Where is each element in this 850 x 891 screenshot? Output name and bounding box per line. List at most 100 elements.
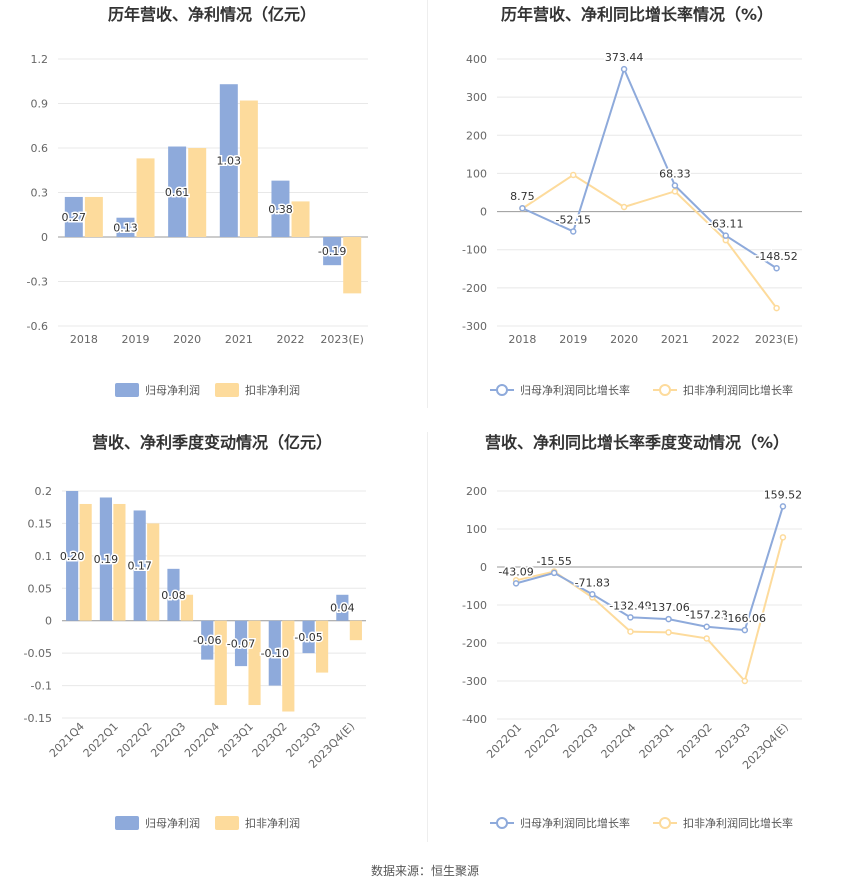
y-tick-label: 0.9	[31, 98, 49, 111]
data-label: -0.19	[318, 245, 346, 258]
x-tick-label: 2022Q3	[560, 721, 600, 761]
data-label: -63.11	[708, 218, 743, 231]
y-tick-label: -300	[462, 320, 487, 333]
line-point	[665, 615, 672, 623]
data-label: 159.52	[764, 488, 803, 501]
data-label: -166.06	[724, 612, 766, 625]
line-point	[741, 677, 749, 685]
line-point	[671, 182, 679, 189]
data-label: -0.05	[294, 631, 322, 644]
data-label: -157.23	[685, 609, 727, 622]
y-tick-label: -0.3	[27, 276, 48, 289]
chart-quarterly-profit: 营收、净利季度变动情况（亿元） -0.15 -0.1 -0.05 0 0.05 0.1 0.1…	[24, 433, 366, 830]
data-label: -132.49	[609, 599, 651, 612]
y-tick-label: -0.1	[31, 680, 52, 693]
bar-deducted-profit	[282, 620, 295, 712]
data-label: 0.61	[165, 186, 190, 199]
x-tick-label: 2020	[173, 333, 201, 346]
y-tick-label: -200	[462, 282, 487, 295]
bar-deducted-profit	[147, 523, 160, 621]
bar-deducted-profit	[239, 100, 258, 238]
data-label: 0.08	[161, 589, 186, 602]
x-tick-label: 2022	[277, 333, 305, 346]
x-tick-label: 2019	[559, 333, 587, 346]
y-tick-label: 0.1	[35, 550, 53, 563]
bar-net-profit	[167, 568, 180, 621]
bar-net-profit	[271, 180, 290, 237]
x-tick-label: 2018	[508, 333, 536, 346]
line-point	[550, 569, 558, 577]
line-point	[703, 623, 710, 630]
y-tick-label: -400	[462, 713, 487, 726]
data-label: 68.33	[659, 168, 691, 181]
y-tick-label: 300	[466, 91, 487, 104]
x-tick-label: 2022	[712, 333, 740, 346]
legend-swatch	[215, 383, 239, 397]
bar-deducted-profit	[214, 620, 227, 706]
line-net-growth	[515, 506, 784, 632]
legend-label: 扣非净利润	[245, 816, 300, 830]
chart-quarterly-growth: 营收、净利同比增长率季度变动情况（%） -400 -300 -200 -100 0 100 2…	[462, 433, 804, 830]
bar-deducted-profit	[188, 148, 207, 237]
y-tick-label: 0	[480, 206, 487, 219]
y-tick-label: 0	[41, 231, 48, 244]
bar-net-profit	[168, 146, 187, 237]
data-label: -0.10	[261, 647, 289, 660]
x-tick-label: 2021Q4	[47, 720, 87, 760]
legend-marker	[496, 817, 508, 829]
bar-net-profit	[336, 594, 349, 621]
x-tick-label: 2018	[70, 333, 98, 346]
x-tick-label: 2021	[661, 333, 689, 346]
data-label: 8.75	[510, 190, 535, 203]
x-tick-label: 2021	[225, 333, 253, 346]
legend-label: 扣非净利润同比增长率	[683, 816, 793, 830]
data-label: -43.09	[498, 565, 533, 578]
legend-label: 归母净利润同比增长率	[520, 383, 630, 397]
chart-title: 历年营收、净利同比增长率情况（%）	[501, 5, 773, 24]
bar-deducted-profit	[79, 503, 92, 621]
bar-net-profit	[66, 491, 79, 621]
bar-net-profit	[323, 237, 342, 266]
chart-title: 营收、净利季度变动情况（亿元）	[92, 433, 332, 452]
data-label: 373.44	[605, 51, 644, 64]
legend-label: 扣非净利润	[245, 383, 300, 397]
bar-deducted-profit	[343, 237, 362, 294]
legend-swatch	[115, 383, 139, 397]
bar-deducted-profit	[180, 594, 194, 621]
data-label: -52.15	[556, 213, 591, 226]
chart-title: 营收、净利同比增长率季度变动情况（%）	[485, 433, 789, 452]
line-point	[703, 635, 710, 642]
y-tick-label: 0.2	[35, 485, 53, 498]
y-tick-label: 0.3	[31, 187, 49, 200]
x-tick-label: 2023Q1	[637, 721, 677, 761]
data-label: 0.17	[127, 560, 152, 573]
y-tick-label: -200	[462, 637, 487, 650]
line-point	[779, 503, 787, 510]
line-point	[620, 65, 628, 73]
x-tick-label: 2023(E)	[755, 333, 799, 346]
line-point	[773, 304, 780, 312]
data-label: 0.13	[113, 221, 138, 234]
bar-net-profit	[99, 497, 112, 621]
line-point	[620, 203, 628, 211]
line-point	[627, 614, 634, 621]
legend-marker	[496, 384, 508, 396]
data-label: -137.06	[647, 601, 689, 614]
bar-deducted-profit	[291, 201, 310, 237]
data-label: -15.55	[536, 555, 571, 568]
chart-annual-growth: 历年营收、净利同比增长率情况（%） -300 -200 -100 0 100 200 300 4…	[462, 5, 802, 397]
bar-net-profit	[219, 84, 238, 237]
bar-deducted-profit	[248, 620, 261, 706]
data-label: 0.20	[60, 550, 85, 563]
legend-marker	[659, 817, 671, 829]
divider-bottom	[427, 432, 428, 842]
line-point	[570, 228, 577, 235]
y-tick-label: -100	[462, 244, 487, 257]
x-tick-label: 2022Q2	[115, 720, 155, 760]
bar-net-profit	[64, 196, 83, 237]
line-point	[665, 629, 672, 636]
bar-net-profit	[302, 620, 315, 654]
line-point	[722, 232, 729, 239]
chart-title: 历年营收、净利情况（亿元）	[108, 5, 316, 24]
legend-marker	[659, 384, 671, 396]
